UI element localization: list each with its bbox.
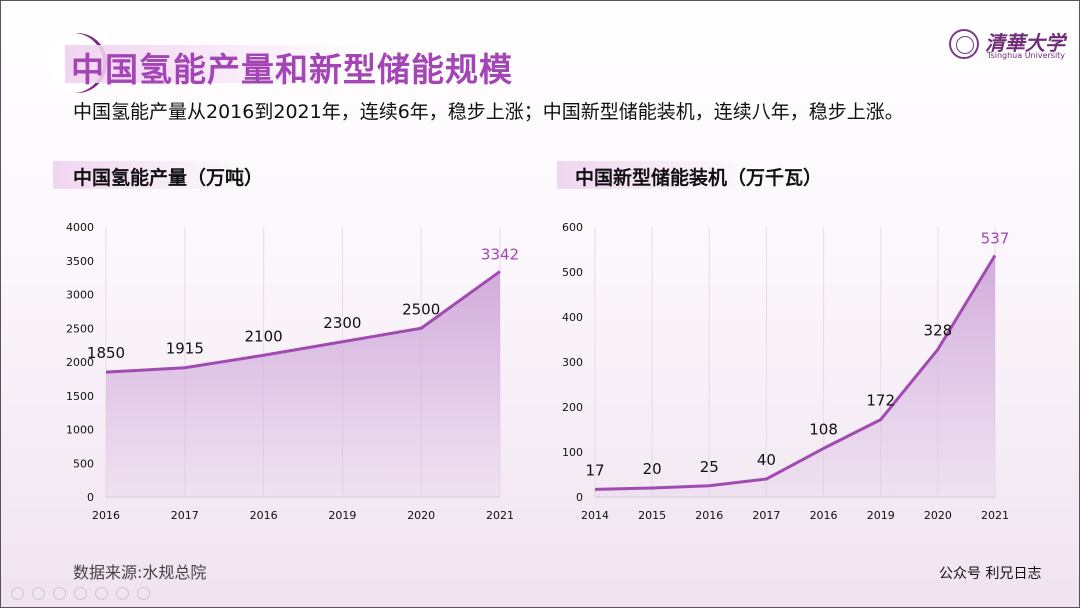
y-tick-label: 4000 (66, 221, 94, 234)
series-area (106, 271, 500, 497)
credit-text: 公众号 利兄日志 (939, 566, 1042, 582)
data-label: 3342 (481, 245, 519, 263)
zoom-icon[interactable] (95, 587, 108, 600)
data-label: 2300 (323, 314, 361, 332)
data-source: 数据来源:水规总院 (73, 563, 207, 582)
data-label: 328 (924, 321, 953, 339)
x-tick-label: 2016 (695, 509, 723, 522)
data-label: 1850 (87, 344, 125, 362)
y-tick-label: 200 (562, 401, 583, 414)
x-tick-label: 2014 (581, 509, 609, 522)
page-subtitle: 中国氢能产量从2016到2021年，连续6年，稳步上涨；中国新型储能装机，连续八… (73, 101, 904, 123)
title-highlight-band (65, 45, 365, 83)
pen-icon[interactable] (53, 587, 66, 600)
x-tick-label: 2017 (171, 509, 199, 522)
x-tick-label: 2016 (92, 509, 120, 522)
data-label: 172 (866, 392, 895, 410)
y-tick-label: 3000 (66, 289, 94, 302)
data-label: 108 (809, 420, 838, 438)
chart1-title-band (53, 161, 243, 189)
data-label: 20 (643, 460, 662, 478)
y-tick-label: 2000 (66, 356, 94, 369)
data-label: 2100 (245, 327, 283, 345)
x-tick-label: 2021 (981, 509, 1009, 522)
x-tick-label: 2020 (407, 509, 435, 522)
university-logo: 清華大学 Tsinghua University (949, 29, 1065, 63)
logo-chinese-text: 清華大学 (985, 31, 1065, 55)
logo-english-text: Tsinghua University (987, 51, 1066, 60)
data-label: 537 (981, 229, 1010, 247)
y-tick-label: 1500 (66, 390, 94, 403)
y-tick-label: 3500 (66, 255, 94, 268)
series-line (594, 254, 997, 491)
x-tick-label: 2017 (752, 509, 780, 522)
chart1-title: 中国氢能产量（万吨） (73, 167, 264, 189)
prev-icon[interactable] (11, 587, 24, 600)
x-tick-label: 2016 (250, 509, 278, 522)
y-tick-label: 500 (562, 266, 583, 279)
x-tick-label: 2020 (924, 509, 952, 522)
slides-icon[interactable] (74, 587, 87, 600)
subtitle-icon[interactable] (116, 587, 129, 600)
series-line (105, 270, 501, 374)
y-tick-label: 0 (87, 491, 94, 504)
seal-icon (949, 29, 979, 59)
y-tick-label: 500 (73, 457, 94, 470)
data-label: 17 (585, 461, 604, 479)
y-tick-label: 1000 (66, 424, 94, 437)
next-icon[interactable] (32, 587, 45, 600)
chart2-title: 中国新型储能装机（万千瓦） (575, 167, 823, 189)
y-tick-label: 600 (562, 221, 583, 234)
data-label: 25 (700, 458, 719, 476)
x-tick-label: 2016 (810, 509, 838, 522)
x-tick-label: 2019 (328, 509, 356, 522)
chart2-title-band (557, 161, 747, 189)
series-area (595, 255, 995, 497)
hydrogen-production-chart: 0 500 1000 1500 2000 2500 3000 3500 4000 2016 2017… (66, 221, 519, 522)
y-tick-label: 2500 (66, 322, 94, 335)
page-title: 中国氢能产量和新型储能规模 (71, 50, 513, 89)
data-label: 1915 (166, 340, 204, 358)
y-tick-label: 100 (562, 446, 583, 459)
data-label: 40 (757, 451, 776, 469)
y-tick-label: 300 (562, 356, 583, 369)
x-tick-label: 2019 (867, 509, 895, 522)
data-label: 2500 (402, 300, 440, 318)
y-tick-label: 0 (576, 491, 583, 504)
x-tick-label: 2015 (638, 509, 666, 522)
x-tick-label: 2021 (486, 509, 514, 522)
y-tick-label: 400 (562, 311, 583, 324)
more-icon[interactable] (137, 587, 150, 600)
slide-toolbar (11, 587, 150, 600)
